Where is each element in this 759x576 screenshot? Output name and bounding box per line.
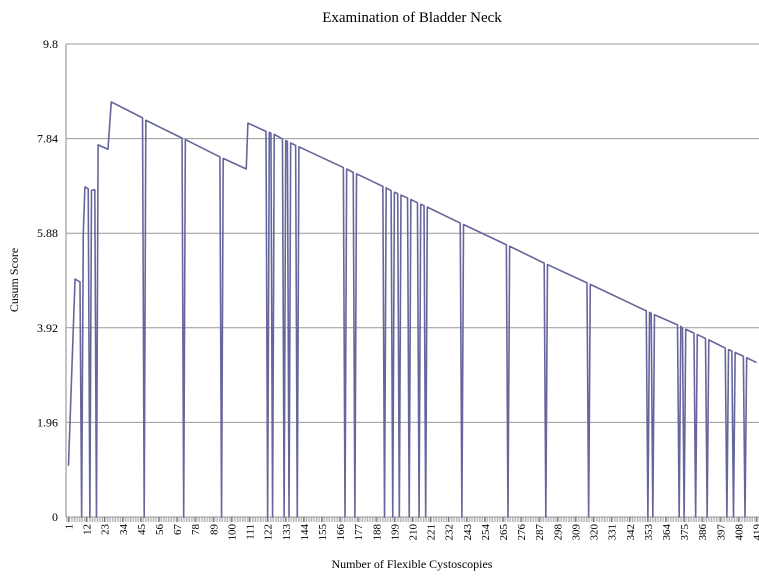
y-tick-label: 3.92: [37, 321, 58, 335]
x-tick-label: 276: [516, 524, 528, 541]
x-tick-label: 386: [697, 524, 709, 541]
x-tick-label: 254: [480, 524, 492, 541]
x-tick-label: 34: [118, 524, 130, 536]
x-tick-label: 45: [136, 524, 148, 536]
x-tick-label: 23: [100, 524, 112, 536]
x-tick-label: 166: [335, 524, 347, 541]
x-tick-label: 56: [154, 524, 166, 536]
x-tick-label: 155: [317, 524, 329, 541]
y-tick-label: 1.96: [37, 415, 58, 429]
x-tick-label: 243: [462, 524, 474, 541]
y-axis-label: Cusum Score: [7, 248, 21, 312]
x-tick-label: 320: [589, 524, 601, 541]
x-tick-label: 177: [353, 524, 365, 541]
x-tick-label: 221: [426, 524, 438, 541]
x-tick-label: 133: [281, 524, 293, 541]
x-tick-label: 309: [570, 524, 582, 541]
x-tick-label: 199: [389, 524, 401, 541]
x-tick-label: 188: [371, 524, 383, 541]
y-tick-label: 5.88: [37, 226, 58, 240]
x-tick-label: 287: [534, 524, 546, 541]
x-tick-label: 232: [444, 524, 456, 541]
x-tick-label: 419: [752, 524, 759, 541]
x-tick-label: 100: [226, 524, 238, 541]
x-tick-label: 342: [625, 524, 637, 541]
x-tick-label: 78: [190, 524, 202, 536]
x-tick-label: 408: [733, 524, 745, 541]
data-line: [67, 101, 757, 518]
x-tick-label: 12: [82, 524, 94, 535]
x-tick-label: 265: [498, 524, 510, 541]
y-tick-label: 7.84: [37, 132, 58, 146]
x-tick-label: 375: [679, 524, 691, 541]
x-tick-label: 89: [208, 524, 220, 536]
chart-title: Examination of Bladder Neck: [322, 10, 502, 26]
y-tick-label: 0: [52, 510, 58, 524]
x-tick-label: 364: [661, 524, 673, 541]
y-tick-label: 9.8: [43, 37, 58, 51]
x-tick-label: 122: [263, 524, 275, 541]
x-tick-label: 1: [63, 524, 75, 530]
x-tick-label: 353: [643, 524, 655, 541]
x-tick-label: 144: [299, 524, 311, 541]
x-axis-label: Number of Flexible Cystoscopies: [332, 557, 493, 571]
x-tick-label: 331: [607, 524, 619, 541]
x-tick-label: 111: [245, 524, 257, 540]
x-tick-label: 298: [552, 524, 564, 541]
x-tick-label: 210: [408, 524, 420, 541]
x-tick-label: 67: [172, 524, 184, 536]
x-tick-label: 397: [715, 524, 727, 541]
